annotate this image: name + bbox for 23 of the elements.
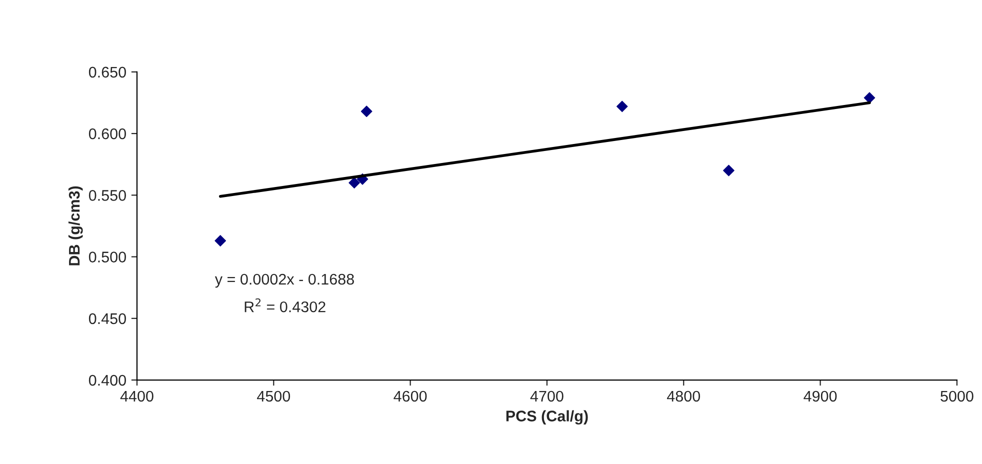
point	[348, 177, 360, 189]
x-tick-label: 4400	[120, 390, 154, 402]
x-tick-label: 4600	[394, 390, 427, 402]
x-axis-title: PCS (Cal/g)	[506, 410, 588, 425]
annotation: y = 0.0002x - 0.1688	[214, 274, 354, 288]
point	[360, 106, 372, 118]
point	[214, 235, 226, 246]
point	[616, 100, 628, 112]
y-tick-label: 0.600	[88, 128, 126, 140]
x-tick-label: 4900	[804, 390, 837, 402]
y-tick-label: 0.500	[88, 252, 126, 262]
x-tick-label: 5000	[940, 390, 974, 402]
x-tick-label: 4800	[666, 390, 700, 402]
y-tick-label: 0.650	[88, 66, 126, 78]
y-tick-label: 0.400	[88, 374, 126, 386]
y-tick-label: 0.550	[88, 190, 126, 201]
x-tick-label: 4500	[257, 390, 290, 402]
point	[723, 164, 734, 176]
x-tick-label: 4700	[530, 390, 564, 402]
y-tick-label: 0.450	[88, 313, 126, 324]
point	[864, 92, 876, 104]
annotation: R$^{2}$ = 0.4302	[244, 298, 326, 312]
y-axis-title: DB (g/cm3)	[68, 186, 83, 266]
